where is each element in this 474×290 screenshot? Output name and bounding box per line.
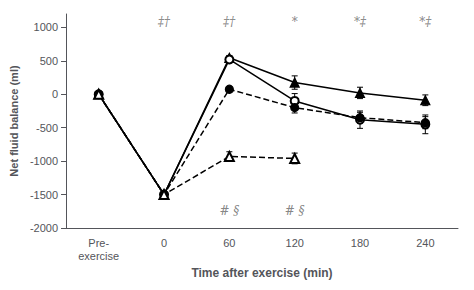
svg-text:240: 240 bbox=[416, 237, 434, 249]
svg-text:-1500: -1500 bbox=[30, 189, 58, 201]
svg-text:*: * bbox=[292, 15, 298, 29]
svg-text:-1000: -1000 bbox=[30, 155, 58, 167]
svg-text:‡†: ‡† bbox=[222, 15, 236, 29]
svg-text:1000: 1000 bbox=[34, 21, 58, 33]
svg-text:Pre-: Pre- bbox=[88, 237, 109, 249]
svg-text:-500: -500 bbox=[36, 122, 58, 134]
svg-text:Time after exercise (min): Time after exercise (min) bbox=[191, 266, 332, 280]
svg-text:# §: # § bbox=[219, 204, 239, 218]
svg-text:exercise: exercise bbox=[78, 250, 119, 262]
svg-text:120: 120 bbox=[286, 237, 304, 249]
svg-text:180: 180 bbox=[351, 237, 369, 249]
svg-text:500: 500 bbox=[40, 55, 58, 67]
svg-text:*‡: *‡ bbox=[419, 15, 432, 29]
svg-text:-2000: -2000 bbox=[30, 222, 58, 234]
svg-text:0: 0 bbox=[161, 237, 167, 249]
svg-text:‡†: ‡† bbox=[157, 15, 171, 29]
svg-text:60: 60 bbox=[223, 237, 235, 249]
svg-text:*‡: *‡ bbox=[354, 15, 367, 29]
svg-text:Net fluid balance (ml): Net fluid balance (ml) bbox=[8, 65, 20, 177]
svg-text:# §: # § bbox=[285, 204, 305, 218]
svg-text:0: 0 bbox=[52, 88, 58, 100]
